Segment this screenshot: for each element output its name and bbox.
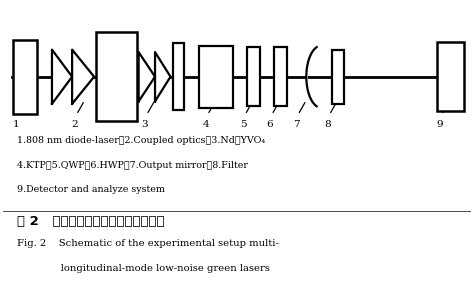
Bar xyxy=(247,47,260,106)
Text: 9: 9 xyxy=(437,120,443,129)
Text: 8: 8 xyxy=(324,120,331,129)
Text: Fig. 2    Schematic of the experimental setup multi-: Fig. 2 Schematic of the experimental set… xyxy=(17,239,279,248)
Bar xyxy=(437,42,464,111)
Polygon shape xyxy=(138,52,155,101)
Bar xyxy=(332,50,344,104)
Text: 5: 5 xyxy=(240,120,246,129)
Bar xyxy=(13,40,37,114)
Text: 4.KTP；5.QWP；6.HWP；7.Output mirror；8.Filter: 4.KTP；5.QWP；6.HWP；7.Output mirror；8.Filt… xyxy=(17,160,248,170)
Text: 4: 4 xyxy=(202,120,209,129)
Bar xyxy=(199,46,233,108)
Polygon shape xyxy=(155,52,171,101)
Text: 3: 3 xyxy=(141,120,148,129)
Polygon shape xyxy=(52,50,72,104)
Text: 7: 7 xyxy=(293,120,300,129)
Bar xyxy=(96,32,137,121)
Polygon shape xyxy=(72,50,94,104)
Text: 2: 2 xyxy=(71,120,78,129)
Text: longitudinal-mode low-noise green lasers: longitudinal-mode low-noise green lasers xyxy=(17,264,270,273)
Text: 图 2   多纵模低噪音绿激光器实验装置: 图 2 多纵模低噪音绿激光器实验装置 xyxy=(17,215,164,228)
Bar xyxy=(273,47,287,106)
Text: 9.Detector and analyze system: 9.Detector and analyze system xyxy=(17,185,164,194)
Text: 6: 6 xyxy=(266,120,273,129)
Text: 1.808 nm diode-laser；2.Coupled optics；3.Nd：YVO₄: 1.808 nm diode-laser；2.Coupled optics；3.… xyxy=(17,136,265,145)
Text: 1: 1 xyxy=(13,120,19,129)
Bar xyxy=(173,43,184,110)
